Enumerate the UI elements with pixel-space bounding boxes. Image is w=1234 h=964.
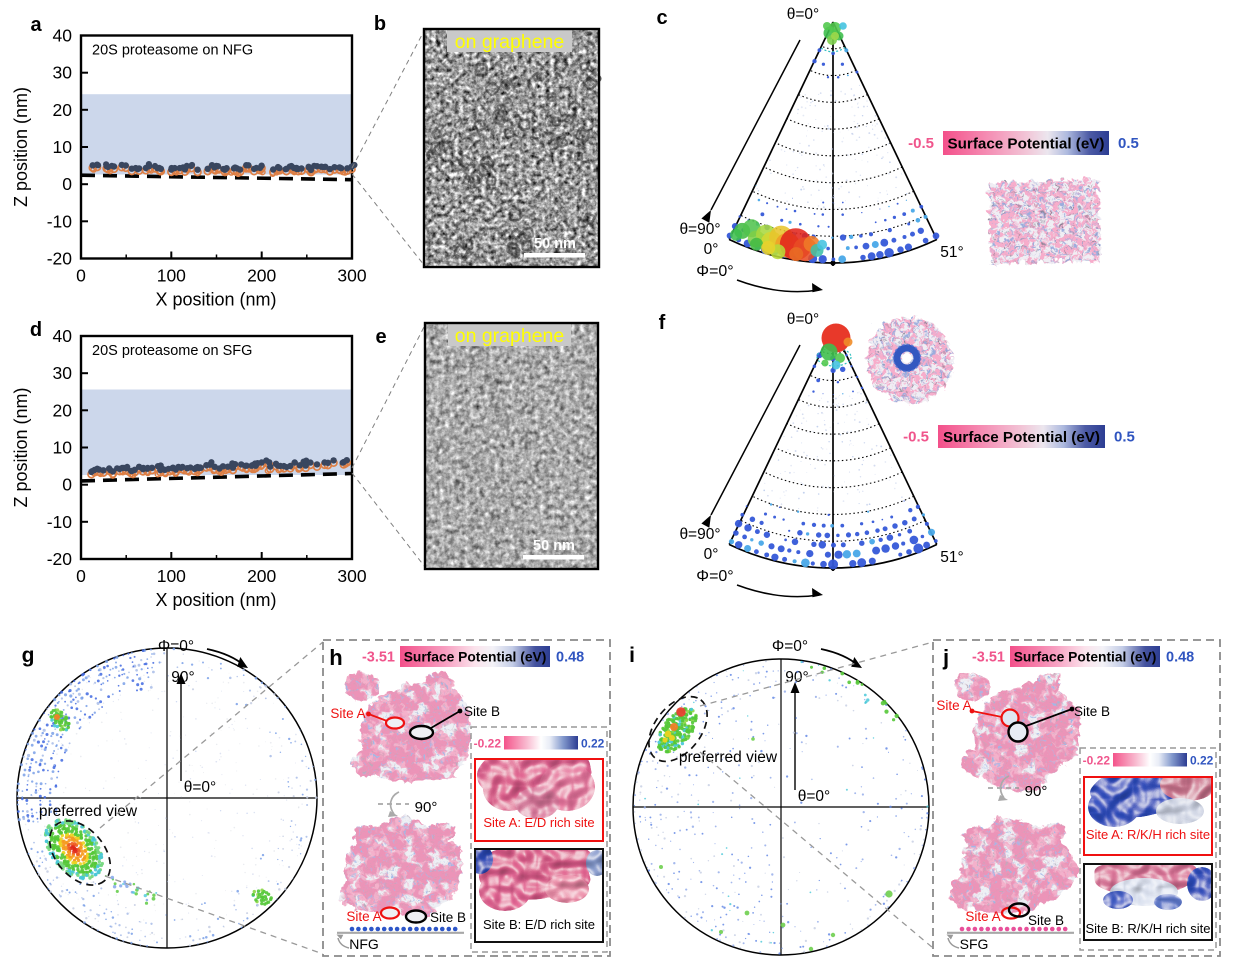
svg-text:Site B: Site B: [430, 910, 466, 925]
svg-text:0: 0: [62, 174, 72, 194]
svg-text:30: 30: [53, 63, 73, 83]
svg-text:0.5: 0.5: [1114, 429, 1135, 446]
svg-text:Surface Potential (eV): Surface Potential (eV): [404, 650, 547, 665]
svg-text:θ=90°: θ=90°: [679, 526, 720, 543]
svg-text:e: e: [375, 326, 386, 348]
svg-text:51°: 51°: [940, 549, 963, 566]
svg-text:30: 30: [53, 363, 73, 383]
svg-text:Site A: Site A: [330, 706, 365, 721]
svg-text:NFG: NFG: [349, 936, 379, 952]
svg-text:-0.5: -0.5: [908, 135, 934, 152]
svg-text:SFG: SFG: [960, 936, 989, 952]
svg-text:-0.22: -0.22: [474, 737, 502, 751]
svg-text:0.48: 0.48: [1166, 650, 1194, 666]
svg-text:-0.5: -0.5: [903, 429, 929, 446]
svg-text:a: a: [30, 14, 42, 36]
svg-text:51°: 51°: [940, 244, 963, 261]
svg-text:10: 10: [53, 137, 73, 157]
svg-text:Site A: E/D rich site: Site A: E/D rich site: [483, 815, 594, 830]
svg-text:preferred view: preferred view: [39, 803, 138, 820]
svg-text:100: 100: [157, 566, 186, 586]
svg-text:j: j: [942, 645, 949, 670]
svg-text:0°: 0°: [704, 241, 719, 258]
svg-text:-0.22: -0.22: [1083, 754, 1111, 768]
svg-text:Site A: Site A: [346, 909, 381, 924]
svg-text:50 nm: 50 nm: [534, 236, 576, 252]
svg-text:X position (nm): X position (nm): [155, 290, 276, 310]
svg-text:0.48: 0.48: [556, 650, 584, 666]
svg-text:40: 40: [53, 326, 73, 346]
svg-text:h: h: [329, 645, 342, 670]
svg-text:300: 300: [337, 266, 366, 286]
svg-text:b: b: [374, 13, 386, 35]
svg-text:0°: 0°: [704, 546, 719, 563]
svg-text:Site B: Site B: [1074, 704, 1110, 719]
svg-text:on graphene: on graphene: [455, 31, 565, 53]
svg-text:Site B: Site B: [464, 704, 500, 719]
svg-text:f: f: [659, 312, 666, 334]
svg-text:θ=90°: θ=90°: [679, 221, 720, 238]
svg-text:90°: 90°: [415, 799, 438, 816]
svg-text:0: 0: [76, 566, 86, 586]
svg-text:0.5: 0.5: [1118, 135, 1139, 152]
svg-text:Surface Potential (eV): Surface Potential (eV): [948, 136, 1105, 153]
svg-text:90°: 90°: [171, 669, 194, 686]
svg-text:Φ=0°: Φ=0°: [696, 568, 733, 585]
svg-text:0.22: 0.22: [1190, 754, 1214, 768]
svg-text:Φ=0°: Φ=0°: [158, 638, 194, 655]
svg-text:40: 40: [53, 26, 73, 46]
svg-text:50 nm: 50 nm: [533, 538, 575, 554]
svg-text:θ=0°: θ=0°: [787, 311, 820, 328]
svg-text:20: 20: [53, 400, 73, 420]
svg-text:g: g: [22, 644, 35, 667]
svg-text:Z position (nm): Z position (nm): [11, 387, 31, 507]
svg-text:90°: 90°: [1025, 783, 1048, 800]
svg-text:d: d: [30, 319, 42, 341]
svg-text:Surface Potential (eV): Surface Potential (eV): [1014, 650, 1157, 665]
svg-text:0: 0: [76, 266, 86, 286]
svg-text:Φ=0°: Φ=0°: [772, 638, 808, 655]
svg-text:300: 300: [337, 566, 366, 586]
svg-text:-10: -10: [47, 512, 73, 532]
svg-text:20S proteasome on SFG: 20S proteasome on SFG: [92, 343, 252, 359]
svg-text:Site A: R/K/H rich site: Site A: R/K/H rich site: [1086, 827, 1210, 842]
svg-text:Z position (nm): Z position (nm): [11, 87, 31, 207]
svg-text:c: c: [656, 7, 667, 29]
svg-text:Site A: Site A: [936, 698, 971, 713]
svg-text:20: 20: [53, 100, 73, 120]
svg-text:Site A: Site A: [965, 909, 1000, 924]
svg-text:100: 100: [157, 266, 186, 286]
svg-text:Φ=0°: Φ=0°: [696, 263, 733, 280]
svg-text:-3.51: -3.51: [362, 650, 395, 666]
svg-text:0: 0: [62, 475, 72, 495]
svg-text:Site B: E/D rich site: Site B: E/D rich site: [483, 917, 595, 932]
svg-text:-10: -10: [47, 211, 73, 231]
svg-text:-20: -20: [47, 549, 73, 569]
svg-text:on graphene: on graphene: [455, 325, 565, 347]
svg-text:200: 200: [247, 566, 276, 586]
svg-text:-20: -20: [47, 249, 73, 269]
svg-text:θ=0°: θ=0°: [798, 788, 831, 805]
svg-text:-3.51: -3.51: [972, 650, 1005, 666]
svg-text:90°: 90°: [785, 669, 808, 686]
svg-text:X position (nm): X position (nm): [155, 590, 276, 610]
svg-text:0.22: 0.22: [581, 737, 605, 751]
svg-text:Site B: Site B: [1028, 913, 1064, 928]
svg-text:preferred view: preferred view: [679, 749, 778, 766]
svg-text:θ=0°: θ=0°: [787, 6, 820, 23]
svg-text:10: 10: [53, 438, 73, 458]
svg-text:200: 200: [247, 266, 276, 286]
svg-text:20S proteasome on NFG: 20S proteasome on NFG: [92, 43, 253, 59]
svg-text:Site B: R/K/H rich site: Site B: R/K/H rich site: [1086, 921, 1211, 936]
svg-text:Surface Potential (eV): Surface Potential (eV): [943, 429, 1100, 446]
svg-text:θ=0°: θ=0°: [184, 779, 217, 796]
svg-text:i: i: [629, 644, 635, 667]
